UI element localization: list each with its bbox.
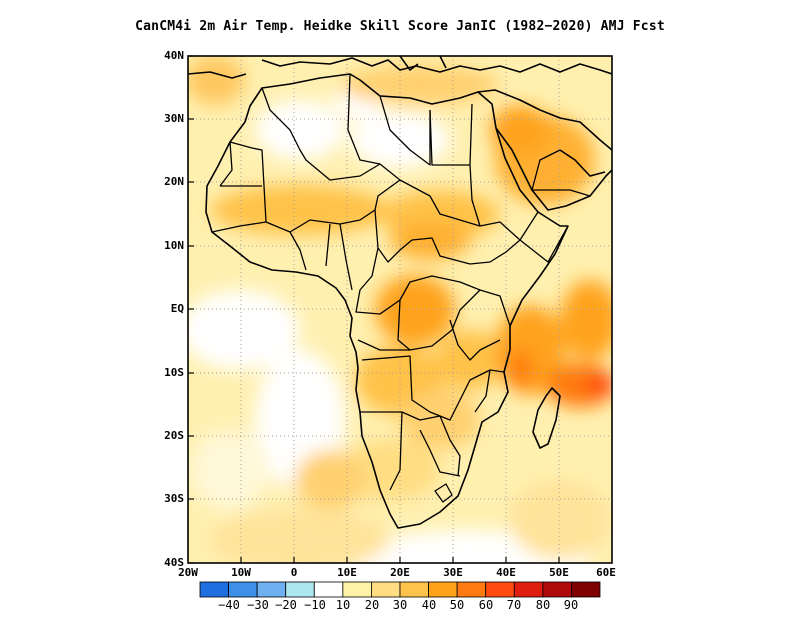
colorbar-swatch bbox=[342, 581, 372, 598]
lon-label-60e: 60E bbox=[596, 566, 616, 579]
colorbar-swatch bbox=[428, 581, 458, 598]
skill-shading bbox=[188, 56, 612, 563]
lon-label-10w: 10W bbox=[231, 566, 251, 579]
lat-label-30n: 30N bbox=[164, 112, 184, 125]
colorbar-swatch bbox=[571, 581, 601, 598]
colorbar-label: 50 bbox=[449, 598, 465, 612]
lat-label-eq: EQ bbox=[170, 302, 184, 315]
colorbar-label: −30 bbox=[247, 598, 269, 612]
colorbar-label: −20 bbox=[275, 598, 297, 612]
colorbar-swatch bbox=[313, 581, 344, 598]
lon-label-20e: 20E bbox=[390, 566, 410, 579]
colorbar-swatch bbox=[285, 581, 315, 598]
lat-label-40s: 40S bbox=[164, 556, 184, 569]
coastlines bbox=[188, 56, 612, 529]
lat-label-20n: 20N bbox=[164, 175, 184, 188]
lat-label-10s: 10S bbox=[164, 366, 184, 379]
colorbar-label: −40 bbox=[218, 598, 240, 612]
lat-label-30s: 30S bbox=[164, 492, 184, 505]
lon-label-50e: 50E bbox=[549, 566, 569, 579]
colorbar-label: 40 bbox=[421, 598, 437, 612]
lon-label-30e: 30E bbox=[443, 566, 463, 579]
colorbar-swatch bbox=[199, 581, 229, 598]
map-title: CanCM4i 2m Air Temp. Heidke Skill Score … bbox=[135, 19, 665, 34]
colorbar-swatch bbox=[399, 581, 429, 598]
colorbar-label: 70 bbox=[506, 598, 522, 612]
lat-label-10n: 10N bbox=[164, 239, 184, 252]
lon-label-20w: 20W bbox=[178, 566, 198, 579]
colorbar-swatch bbox=[228, 581, 258, 598]
lat-label-40n: 40N bbox=[164, 49, 184, 62]
colorbar-label: −10 bbox=[304, 598, 326, 612]
axis-ticks bbox=[188, 55, 560, 564]
colorbar-swatch bbox=[256, 581, 287, 598]
colorbar bbox=[199, 581, 601, 598]
lat-label-20s: 20S bbox=[164, 429, 184, 442]
colorbar-label: 60 bbox=[478, 598, 494, 612]
colorbar-swatch bbox=[513, 581, 544, 598]
colorbar-label: 10 bbox=[335, 598, 351, 612]
colorbar-swatch bbox=[542, 581, 572, 598]
lon-label-10e: 10E bbox=[337, 566, 357, 579]
colorbar-swatch bbox=[371, 581, 401, 598]
country-borders bbox=[211, 73, 591, 503]
lon-label-0: 0 bbox=[290, 566, 298, 579]
lon-label-40e: 40E bbox=[496, 566, 516, 579]
colorbar-label: 30 bbox=[392, 598, 408, 612]
colorbar-label: 90 bbox=[563, 598, 579, 612]
colorbar-swatch bbox=[456, 581, 487, 598]
colorbar-swatch bbox=[485, 581, 515, 598]
colorbar-label: 20 bbox=[364, 598, 380, 612]
colorbar-label: 80 bbox=[535, 598, 551, 612]
